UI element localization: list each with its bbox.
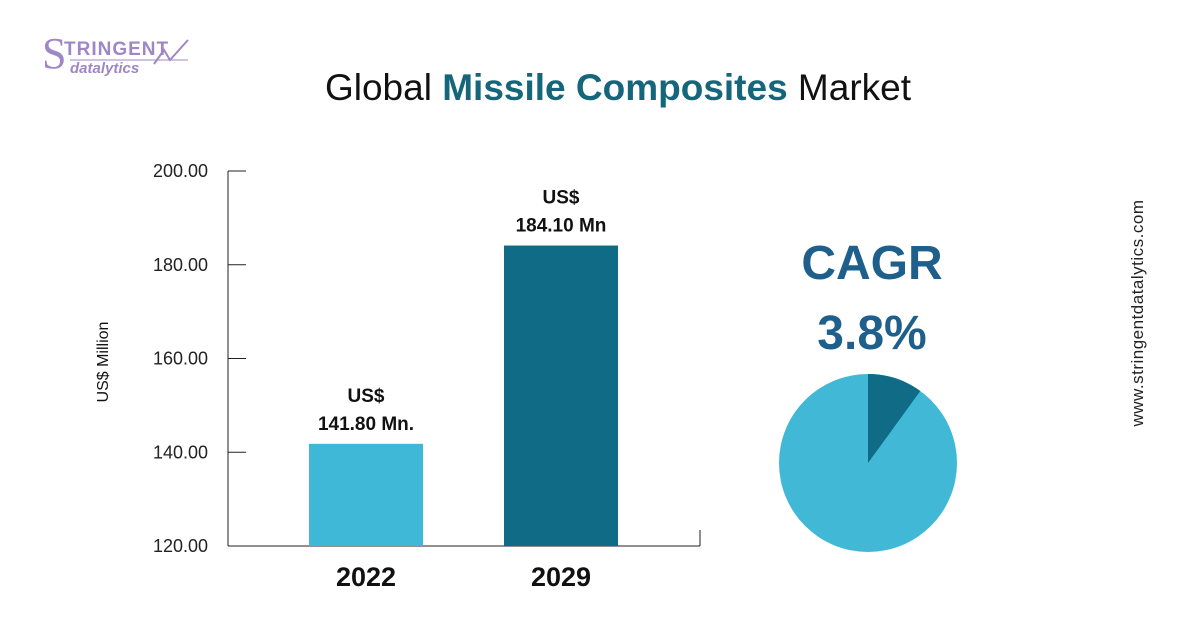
logo-bottom-text: datalytics [70, 60, 140, 77]
logo-swoosh-icon [70, 39, 189, 65]
bar-value-label-currency: US$ [543, 188, 580, 209]
bar-2029 [504, 245, 618, 546]
y-tick-label: 120.00 [153, 536, 208, 556]
bar-value-label: 141.80 Mn. [318, 414, 414, 435]
y-tick-label: 200.00 [153, 161, 208, 181]
title-prefix: Global [324, 67, 443, 108]
cagr-label: CAGR [801, 237, 943, 290]
bar-2022 [309, 443, 423, 546]
logo-initial: S [42, 29, 67, 78]
title-highlight: Missile Composites [442, 67, 788, 108]
page-title: Global Missile Composites Market [0, 66, 1200, 110]
brand-logo: S TRINGENT datalytics [42, 32, 192, 86]
x-category-label: 2022 [336, 562, 396, 592]
y-tick-label: 160.00 [153, 349, 208, 369]
logo-top-text: TRINGENT [64, 39, 170, 60]
bar-value-label: 184.10 Mn [516, 216, 607, 237]
bar-value-label-currency: US$ [348, 386, 385, 407]
website-url: www.stringentdatalytics.com [1128, 199, 1147, 427]
x-category-label: 2029 [531, 562, 591, 592]
y-tick-label: 140.00 [153, 442, 208, 462]
pie-cagr-slice [868, 374, 921, 463]
title-suffix: Market [787, 67, 912, 108]
y-tick-label: 180.00 [153, 255, 208, 275]
cagr-value: 3.8% [817, 307, 927, 360]
